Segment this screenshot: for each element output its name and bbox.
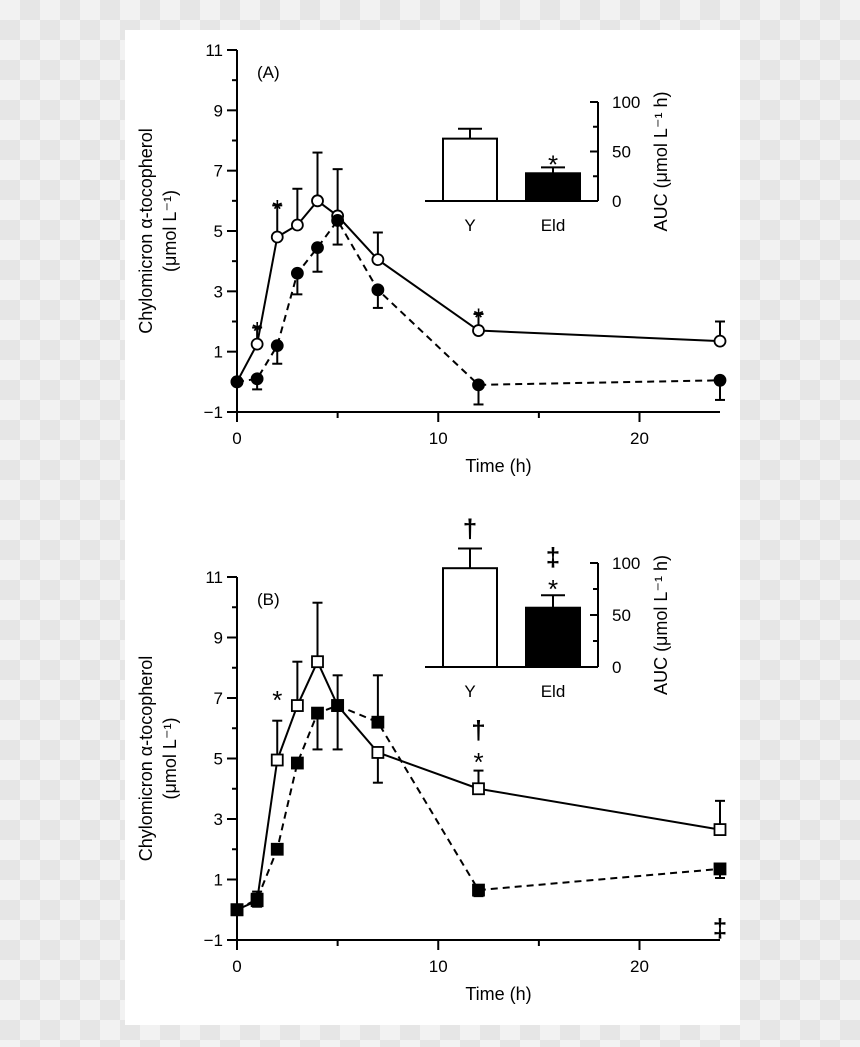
panel-a-x-tick-label: 20 bbox=[630, 429, 649, 448]
panel-b-inset-significance-marker: * bbox=[548, 574, 558, 604]
panel-b-x-tick-label: 0 bbox=[232, 957, 241, 976]
panel-b-series-eld-point bbox=[713, 862, 727, 876]
panel-b-y-tick-label: 9 bbox=[214, 629, 223, 648]
panel-b-series-eld-point bbox=[311, 706, 324, 720]
panel-b-inset-category-label: Eld bbox=[541, 682, 566, 701]
panel-a-y-tick-label: 7 bbox=[214, 162, 223, 181]
panel-b-significance-marker: † bbox=[471, 715, 485, 745]
panel-b-series-eld-point bbox=[290, 756, 304, 770]
panel-b-series-eld-point bbox=[270, 842, 284, 856]
panel-a-series-y-line bbox=[236, 199, 721, 383]
panel-a-inset-y-tick-label: 50 bbox=[612, 143, 631, 162]
panel-b-inset-significance-marker: † bbox=[463, 514, 477, 544]
panel-a-series-eld-point bbox=[250, 372, 264, 386]
panel-a-significance-marker: * bbox=[473, 302, 483, 332]
panel-b-series-y-point bbox=[371, 746, 385, 759]
panel-b-y-axis-units: (μmol L⁻¹) bbox=[160, 718, 180, 800]
panel-b-series-y-point bbox=[311, 655, 324, 669]
panel-b-inset-y-tick-label: 0 bbox=[612, 658, 621, 677]
panel-a-series-eld-line bbox=[236, 218, 721, 386]
panel-a-series-eld-point bbox=[270, 339, 284, 353]
panel-b-inset-y-axis-title: AUC (μmol L⁻¹ h) bbox=[651, 555, 671, 695]
panel-b-inset-y-tick-label: 50 bbox=[612, 606, 631, 625]
panel-b-inset-significance-marker: ‡ bbox=[546, 542, 560, 572]
panel-a-series-y-point bbox=[713, 334, 727, 348]
panel-a-series-y-point bbox=[371, 253, 385, 267]
panel-b-inset-bar-y bbox=[442, 567, 498, 669]
panel-a-inset-bar-y bbox=[442, 137, 498, 203]
panel-b-series-eld-point bbox=[371, 715, 385, 729]
panel-a-series-eld-point bbox=[472, 378, 485, 392]
panel-a-y-tick-label: 3 bbox=[214, 282, 223, 301]
panel-b-y-tick-label: 1 bbox=[214, 871, 223, 890]
panel-b-series-y-point bbox=[270, 753, 284, 767]
panel-a-series-y-point bbox=[472, 324, 485, 337]
panel-b-series-y-point bbox=[472, 782, 485, 796]
panel-a-y-tick-label: 5 bbox=[214, 222, 223, 241]
panel-a-series-y-point bbox=[290, 218, 304, 232]
panel-a-series-y-point bbox=[311, 194, 324, 208]
panel-b-y-axis-title: Chylomicron α-tocopherol bbox=[136, 656, 156, 862]
panel-b-series-eld-point bbox=[331, 699, 345, 712]
panel-a-series-y-point bbox=[250, 337, 264, 351]
panel-b-label: (B) bbox=[257, 590, 280, 609]
panel-b-series-eld-point bbox=[250, 892, 264, 906]
panel-a-series-y-point bbox=[270, 230, 284, 244]
panel-b-y-tick-label: −1 bbox=[204, 931, 223, 950]
panel-b-significance-marker: * bbox=[272, 685, 282, 715]
panel-b-y-tick-label: 5 bbox=[214, 750, 223, 769]
panel-b-inset-y-tick-label: 100 bbox=[612, 554, 640, 573]
panel-a-y-tick-label: 11 bbox=[205, 41, 223, 60]
panel-b-significance-marker: * bbox=[473, 747, 483, 777]
panel-a-series-eld-point bbox=[713, 373, 727, 387]
panel-b-x-tick-label: 20 bbox=[630, 957, 649, 976]
panel-a-y-axis-units: (μmol L⁻¹) bbox=[160, 190, 180, 272]
panel-a-x-tick-label: 10 bbox=[429, 429, 448, 448]
panel-b-y-tick-label: 7 bbox=[214, 689, 223, 708]
panel-b-x-tick-label: 10 bbox=[429, 957, 448, 976]
panel-a-y-tick-label: 1 bbox=[214, 343, 223, 362]
panel-a-x-axis-title: Time (h) bbox=[465, 456, 531, 476]
panel-a-y-axis-title: Chylomicron α-tocopherol bbox=[136, 128, 156, 334]
panel-b-y-tick-label: 3 bbox=[214, 810, 223, 829]
panel-b-y-tick-label: 11 bbox=[205, 568, 223, 587]
panel-a-significance-marker: * bbox=[272, 194, 282, 224]
panel-b-series-eld-point bbox=[230, 903, 244, 917]
panel-a-inset-category-label: Y bbox=[464, 216, 475, 235]
panel-a-x-tick-label: 0 bbox=[232, 429, 241, 448]
panel-a-series-eld-point bbox=[371, 283, 385, 297]
panel-b-series-y-point bbox=[713, 823, 727, 836]
panel-a-series-eld-point bbox=[290, 266, 304, 280]
panel-a-y-tick-label: 9 bbox=[214, 101, 223, 120]
panel-a-inset-y-axis-title: AUC (μmol L⁻¹ h) bbox=[651, 92, 671, 232]
panel-a-series-eld-point bbox=[331, 214, 345, 227]
panel-a-significance-marker: * bbox=[252, 316, 262, 346]
panel-a-series-eld-point bbox=[311, 241, 324, 254]
panel-a-inset-y-tick-label: 100 bbox=[612, 93, 640, 112]
panel-a-y-tick-label: −1 bbox=[204, 403, 223, 422]
panel-a-inset-y-tick-label: 0 bbox=[612, 192, 621, 211]
panel-a-label: (A) bbox=[257, 63, 280, 82]
panel-a-inset-significance-marker: * bbox=[548, 149, 558, 179]
panel-b-inset-bar-eld bbox=[525, 606, 581, 668]
panel-b-inset-category-label: Y bbox=[464, 682, 475, 701]
panel-a-series-eld-point bbox=[230, 375, 244, 389]
panel-b-series-eld-point bbox=[472, 883, 485, 897]
panel-a-inset-category-label: Eld bbox=[541, 216, 566, 235]
panel-b-series-y-point bbox=[290, 699, 304, 712]
figure: −1 1 3 5 7 9 11 0 10 20 Time (h) Chylomicron α-toco… bbox=[125, 30, 740, 1025]
panel-b-x-axis-title: Time (h) bbox=[465, 984, 531, 1004]
panel-b-significance-marker: ‡ bbox=[713, 913, 727, 943]
